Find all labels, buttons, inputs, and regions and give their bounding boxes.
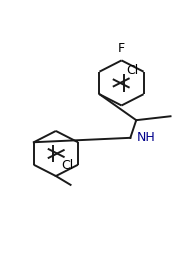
Text: NH: NH (137, 131, 156, 144)
Text: F: F (118, 43, 125, 55)
Text: Cl: Cl (61, 159, 73, 172)
Text: Cl: Cl (126, 64, 139, 77)
